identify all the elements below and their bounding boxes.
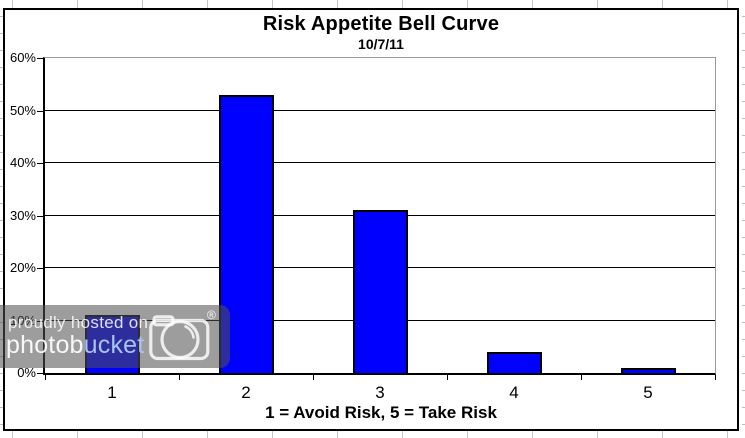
y-tick-label-60: 60% [9, 50, 36, 65]
bar-category-3[interactable] [352, 210, 408, 373]
x-tick-5 [715, 375, 716, 380]
spreadsheet-gridlines-bottom [0, 431, 745, 438]
x-axis-title: 1 = Avoid Risk, 5 = Take Risk [265, 403, 497, 422]
watermark-tagline: proudly hosted on [8, 313, 149, 332]
spreadsheet-gridlines-right [742, 8, 745, 431]
x-tick-0 [45, 375, 46, 380]
x-category-label-4: 4 [509, 383, 519, 402]
spreadsheet-gridlines-left [0, 8, 3, 431]
camera-icon [149, 315, 210, 361]
gridline-40 [45, 162, 715, 163]
y-tick-0 [37, 373, 44, 374]
watermark-brand: photobucket [6, 331, 144, 360]
y-tick-label-40: 40% [9, 155, 36, 170]
x-category-label-1: 1 [107, 383, 117, 402]
watermark-brand-white: photob [6, 331, 84, 359]
x-tick-3 [447, 375, 448, 380]
y-tick-label-0: 0% [17, 365, 36, 380]
registered-trademark-icon: ® [207, 308, 216, 322]
x-tick-4 [581, 375, 582, 380]
gridline-50 [45, 109, 715, 111]
y-tick-label-50: 50% [9, 102, 36, 118]
x-tick-1 [179, 375, 180, 380]
y-tick-40 [37, 163, 44, 164]
y-tick-label-30: 30% [9, 207, 36, 223]
spreadsheet-gridlines-top [0, 0, 745, 8]
photobucket-watermark: proudly hosted on photobucket ® [0, 305, 230, 368]
y-tick-20 [37, 268, 44, 269]
chart-subtitle: 10/7/11 [358, 36, 404, 52]
chart-title: Risk Appetite Bell Curve [262, 13, 500, 35]
y-tick-30 [37, 215, 44, 217]
bar-category-4[interactable] [486, 352, 542, 373]
y-tick-60 [37, 58, 44, 59]
x-category-label-3: 3 [375, 383, 385, 402]
y-tick-label-20: 20% [9, 260, 36, 275]
watermark-brand-blue: ucket [83, 331, 145, 359]
x-tick-2 [313, 375, 314, 380]
x-category-label-2: 2 [241, 383, 251, 402]
y-tick-50 [37, 110, 44, 112]
x-category-label-5: 5 [643, 383, 653, 402]
bar-category-5[interactable] [620, 367, 676, 373]
